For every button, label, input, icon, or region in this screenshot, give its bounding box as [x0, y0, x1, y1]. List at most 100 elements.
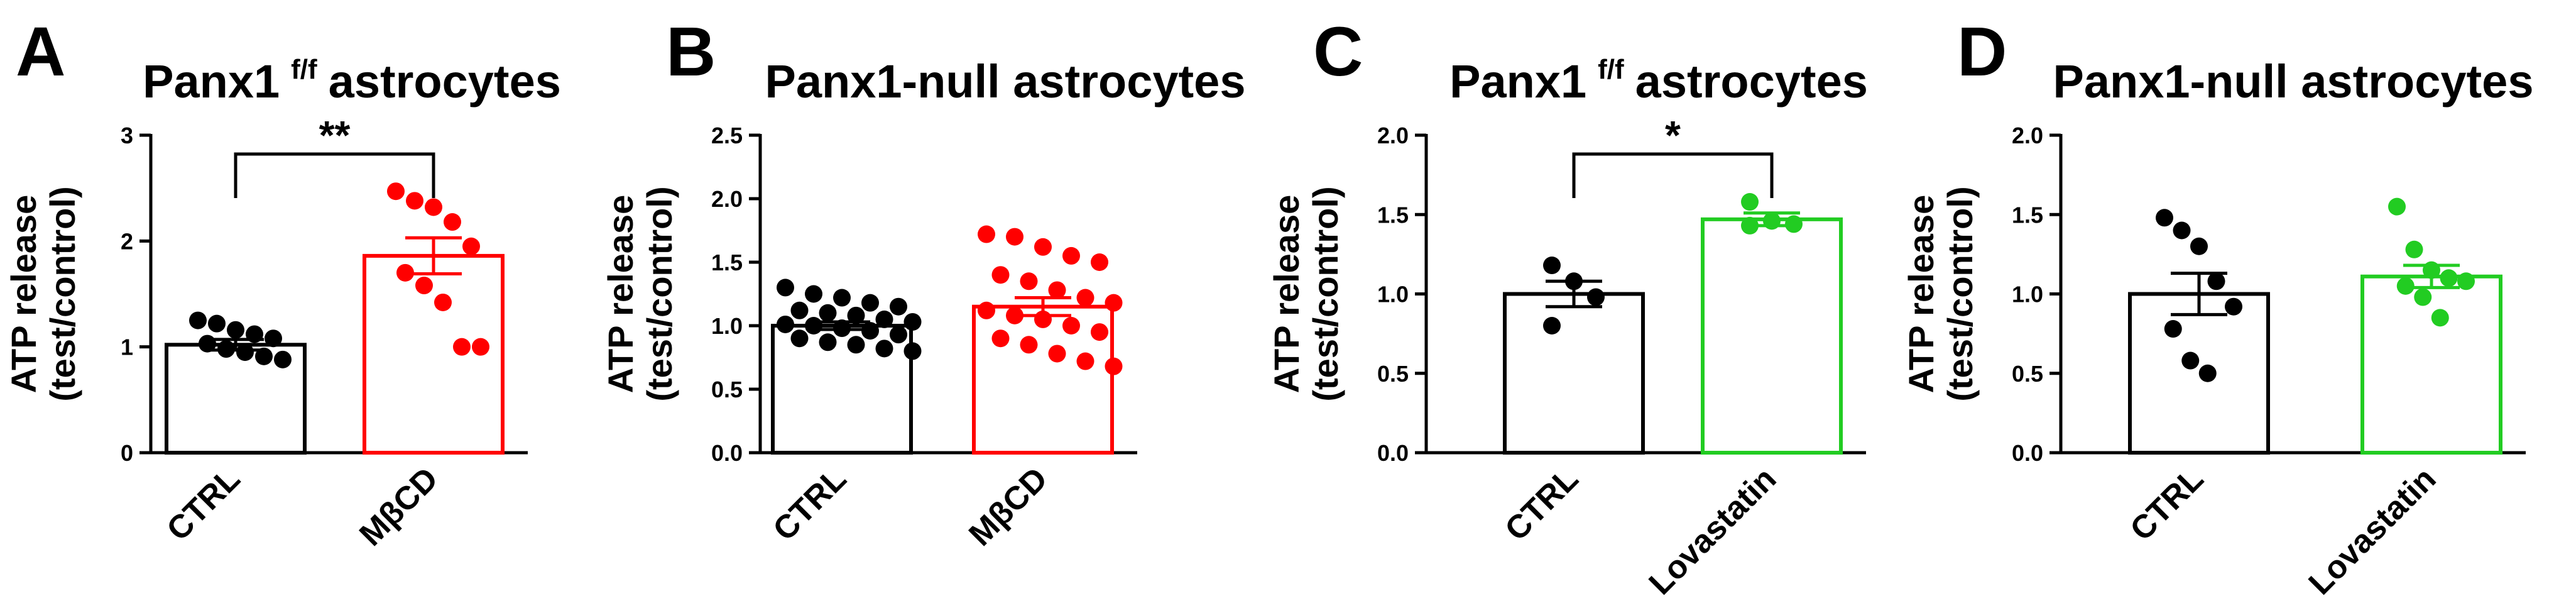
data-point-0	[2207, 272, 2225, 290]
y-axis-label-line1: ATP release	[601, 195, 640, 393]
data-point-0	[199, 334, 216, 353]
y-axis-label-line1: ATP release	[1267, 195, 1306, 393]
y-axis-label-line2: (test/control)	[640, 186, 679, 401]
data-point-1	[387, 182, 405, 201]
data-point-0	[1587, 288, 1605, 306]
y-tick-label: 0	[121, 440, 133, 466]
data-point-0	[236, 343, 254, 362]
data-point-0	[861, 322, 879, 340]
data-point-1	[2431, 309, 2449, 327]
data-point-0	[2225, 297, 2242, 316]
y-tick-label: 0.5	[2012, 361, 2043, 387]
data-point-1	[1062, 317, 1080, 334]
data-point-0	[1565, 272, 1583, 290]
data-point-0	[208, 314, 226, 333]
y-tick-label: 0.5	[711, 377, 743, 402]
panel-d: D Panx1-null astrocytes ATP release(test/c…	[1901, 13, 2533, 602]
category-label-1: MβCD	[962, 460, 1054, 553]
y-axis-label-line1: ATP release	[4, 195, 43, 393]
data-point-1	[1091, 253, 1108, 271]
data-point-1	[415, 277, 433, 295]
data-point-0	[819, 333, 837, 351]
data-point-1	[1034, 310, 1052, 328]
data-point-0	[2198, 364, 2217, 382]
title-superscript: f/f	[1598, 54, 1624, 85]
data-point-0	[227, 321, 244, 339]
y-tick-label: 3	[121, 123, 133, 148]
category-label-1: Lovastatin	[2302, 460, 2443, 602]
data-point-1	[396, 263, 414, 282]
data-point-1	[1076, 352, 1094, 370]
data-point-0	[847, 336, 865, 354]
data-point-0	[2173, 221, 2191, 240]
data-point-0	[2164, 320, 2182, 338]
y-tick-label: 2.5	[711, 123, 743, 148]
data-point-1	[1048, 281, 1066, 299]
y-axis-label-line2: (test/control)	[1940, 186, 1980, 401]
data-point-1	[2457, 272, 2475, 290]
category-label-0: CTRL	[1498, 460, 1585, 548]
y-axis-label-line2: (test/control)	[43, 186, 82, 401]
data-point-0	[1543, 317, 1561, 334]
title-suffix: astrocytes	[329, 55, 561, 108]
data-point-1	[991, 266, 1010, 284]
panel-b: B Panx1-null astrocytes ATP release(test/c…	[601, 13, 1245, 553]
data-point-1	[1062, 246, 1080, 265]
title-main: Panx1-null astrocytes	[2053, 55, 2534, 108]
data-point-0	[777, 315, 794, 333]
data-point-0	[1543, 257, 1561, 275]
data-point-0	[833, 319, 851, 338]
data-point-1	[1741, 216, 1759, 235]
data-point-0	[2156, 209, 2173, 227]
data-point-1	[2396, 277, 2415, 295]
panel-title: Panx1-null astrocytes	[765, 55, 1246, 108]
data-point-1	[1020, 272, 1038, 290]
data-point-1	[1105, 357, 1123, 375]
bar-0	[1503, 292, 1645, 455]
data-point-1	[1006, 306, 1023, 324]
panel-title: Panx1 f/f astrocytes	[1449, 54, 1868, 108]
data-point-1	[1076, 289, 1094, 307]
y-tick-label: 1.5	[2012, 202, 2043, 228]
panel-letter: B	[666, 13, 716, 91]
data-point-0	[875, 340, 893, 358]
y-axis-label: ATP release(test/control)	[1267, 186, 1345, 401]
panel-c: C Panx1 f/f astrocytes ATP release(test/cont…	[1267, 13, 1868, 602]
data-point-0	[189, 311, 207, 329]
y-tick-label: 0.5	[1377, 361, 1409, 387]
data-point-0	[903, 342, 922, 360]
data-point-1	[453, 338, 471, 356]
panel-letter: A	[16, 13, 65, 91]
data-point-0	[265, 329, 282, 348]
y-tick-label: 0.0	[1377, 440, 1409, 466]
title-superscript: f/f	[291, 54, 317, 85]
bar-1	[1701, 217, 1843, 455]
data-point-1	[978, 301, 995, 319]
data-point-0	[790, 301, 809, 319]
data-point-1	[425, 198, 442, 216]
category-label-0: CTRL	[160, 460, 247, 548]
panel-letter: C	[1313, 13, 1363, 91]
y-tick-label: 1.0	[711, 313, 743, 339]
panel-title: Panx1 f/f astrocytes	[143, 54, 561, 108]
data-point-1	[1763, 212, 1781, 230]
y-axis-label: ATP release(test/control)	[601, 186, 679, 401]
data-point-0	[847, 306, 865, 324]
y-axis-label: ATP release(test/control)	[4, 186, 82, 401]
title-suffix: astrocytes	[1635, 55, 1868, 108]
category-label-0: CTRL	[2123, 460, 2210, 548]
data-point-0	[805, 285, 822, 303]
data-point-1	[406, 192, 423, 210]
category-label-1: Lovastatin	[1642, 460, 1784, 602]
y-tick-label: 1.5	[1377, 202, 1409, 228]
data-point-1	[462, 237, 480, 255]
data-point-0	[903, 312, 922, 331]
title-main: Panx1	[143, 55, 280, 108]
data-point-0	[2181, 351, 2200, 370]
data-point-1	[472, 338, 489, 356]
y-tick-label: 1.0	[1377, 282, 1409, 307]
data-point-0	[890, 326, 907, 344]
data-point-1	[1105, 294, 1123, 312]
data-point-0	[2190, 237, 2208, 255]
